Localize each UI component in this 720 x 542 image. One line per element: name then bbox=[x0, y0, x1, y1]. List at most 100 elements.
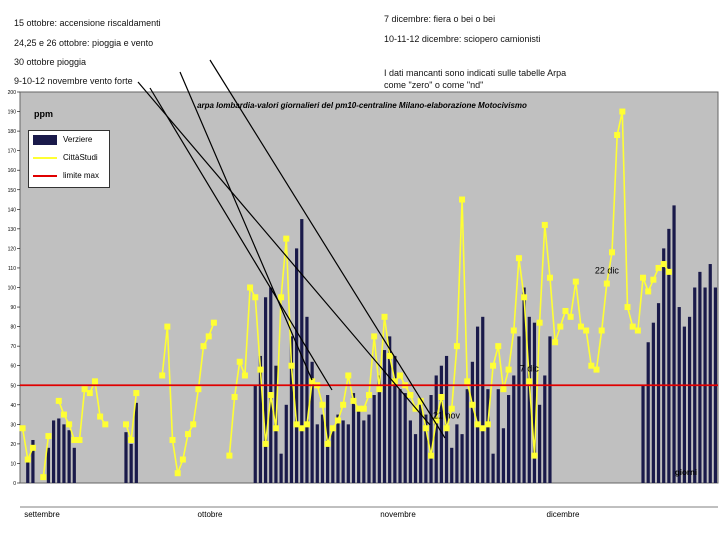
point-cittastudi bbox=[226, 452, 233, 459]
point-cittastudi bbox=[593, 366, 600, 373]
point-cittastudi bbox=[91, 378, 98, 385]
bar-verziere bbox=[491, 453, 495, 483]
point-cittastudi bbox=[76, 436, 83, 443]
point-cittastudi bbox=[371, 333, 378, 340]
bar-verziere bbox=[687, 316, 692, 483]
point-cittastudi bbox=[557, 323, 564, 330]
point-cittastudi bbox=[583, 327, 590, 334]
point-cittastudi bbox=[650, 276, 657, 283]
bar-verziere bbox=[455, 424, 459, 483]
chart-title: arpa lombardia-valori giornalieri del pm… bbox=[197, 101, 527, 110]
bar-verziere bbox=[124, 432, 128, 483]
point-cittastudi bbox=[660, 261, 667, 268]
bar-verziere bbox=[548, 336, 552, 483]
y-tick-label: 160 bbox=[8, 168, 17, 174]
point-cittastudi bbox=[552, 339, 559, 346]
bar-verziere bbox=[31, 439, 35, 483]
bar-verziere bbox=[465, 389, 469, 483]
point-cittastudi bbox=[655, 264, 662, 271]
point-cittastudi bbox=[309, 378, 316, 385]
point-cittastudi bbox=[252, 294, 259, 301]
bar-verziere bbox=[398, 389, 402, 483]
bar-verziere bbox=[682, 326, 686, 483]
point-cittastudi bbox=[407, 392, 414, 399]
point-cittastudi bbox=[640, 274, 647, 281]
y-tick-label: 90 bbox=[10, 305, 16, 311]
point-cittastudi bbox=[288, 362, 295, 369]
y-tick-label: 170 bbox=[8, 149, 17, 155]
point-cittastudi bbox=[236, 358, 243, 365]
point-cittastudi bbox=[505, 366, 512, 373]
y-tick-label: 60 bbox=[10, 364, 16, 370]
bar-verziere bbox=[646, 342, 650, 483]
point-cittastudi bbox=[474, 421, 481, 428]
point-cittastudi bbox=[174, 470, 181, 477]
y-tick-label: 100 bbox=[8, 286, 17, 292]
point-cittastudi bbox=[257, 366, 264, 373]
legend-label-limite: limite max bbox=[63, 171, 100, 180]
bar-verziere bbox=[481, 316, 485, 483]
bar-verziere bbox=[346, 424, 350, 483]
point-cittastudi bbox=[241, 372, 248, 379]
point-cittastudi bbox=[484, 421, 491, 428]
point-cittastudi bbox=[376, 386, 383, 393]
note-missing-1: I dati mancanti sono indicati sulle tabe… bbox=[384, 68, 567, 78]
bar-verziere bbox=[708, 264, 712, 483]
point-cittastudi bbox=[329, 425, 336, 432]
bar-verziere bbox=[413, 434, 418, 483]
bar-verziere bbox=[444, 355, 449, 483]
y-tick-label: 150 bbox=[8, 188, 17, 194]
legend-swatch-limite bbox=[33, 175, 57, 177]
point-cittastudi bbox=[629, 323, 636, 330]
y-tick-label: 30 bbox=[10, 422, 16, 428]
point-cittastudi bbox=[55, 397, 62, 404]
x-axis-label: giorni bbox=[675, 468, 697, 477]
y-tick-label: 10 bbox=[10, 461, 16, 467]
point-cittastudi bbox=[319, 401, 326, 408]
bar-verziere bbox=[667, 228, 671, 483]
note-right-2: 10-11-12 dicembre: sciopero camionisti bbox=[384, 34, 541, 44]
bar-verziere bbox=[52, 420, 56, 483]
point-cittastudi bbox=[417, 397, 424, 404]
point-cittastudi bbox=[634, 327, 641, 334]
point-cittastudi bbox=[19, 425, 26, 432]
y-tick-label: 80 bbox=[10, 325, 16, 331]
point-cittastudi bbox=[278, 294, 285, 301]
point-cittastudi bbox=[298, 425, 305, 432]
bar-verziere bbox=[134, 402, 138, 483]
point-cittastudi bbox=[350, 397, 357, 404]
point-cittastudi bbox=[102, 421, 109, 428]
point-cittastudi bbox=[324, 440, 331, 447]
bar-verziere bbox=[57, 418, 61, 483]
point-cittastudi bbox=[133, 390, 140, 397]
point-cittastudi bbox=[334, 417, 341, 424]
bar-verziere bbox=[305, 316, 309, 483]
bar-verziere bbox=[424, 414, 428, 483]
y-tick-label: 70 bbox=[10, 344, 16, 350]
y-tick-label: 200 bbox=[8, 90, 17, 96]
point-cittastudi bbox=[428, 452, 435, 459]
point-cittastudi bbox=[490, 362, 497, 369]
annotation-label: 22 dic bbox=[595, 266, 620, 276]
bar-verziere bbox=[357, 408, 361, 483]
bar-verziere bbox=[486, 389, 490, 483]
point-cittastudi bbox=[536, 319, 543, 326]
bar-verziere bbox=[641, 385, 645, 483]
point-cittastudi bbox=[210, 319, 217, 326]
point-cittastudi bbox=[546, 274, 553, 281]
bar-verziere bbox=[388, 336, 392, 483]
legend-swatch-cittastudi bbox=[33, 157, 57, 159]
y-tick-label: 180 bbox=[8, 129, 17, 135]
point-cittastudi bbox=[66, 421, 73, 428]
point-cittastudi bbox=[345, 372, 352, 379]
note-arrow bbox=[149, 87, 333, 391]
bar-verziere bbox=[382, 350, 387, 483]
bar-verziere bbox=[434, 375, 438, 483]
bar-verziere bbox=[253, 385, 257, 483]
legend: Verziere CittàStudi limite max bbox=[28, 130, 110, 188]
point-cittastudi bbox=[448, 405, 455, 412]
note-arrow bbox=[137, 81, 431, 426]
point-cittastudi bbox=[603, 280, 610, 287]
month-label: ottobre bbox=[198, 510, 223, 519]
